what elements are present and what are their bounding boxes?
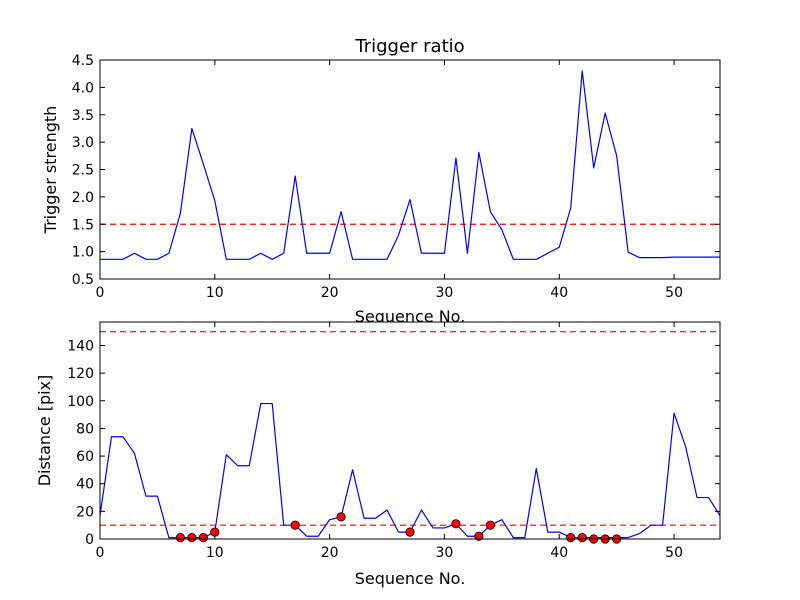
series-line [100, 70, 720, 260]
x-tick-label: 50 [665, 285, 683, 301]
x-tick-label: 30 [436, 285, 454, 301]
y-tick-label: 100 [67, 394, 94, 410]
y-axis-label: Trigger strength [41, 106, 60, 235]
x-axis-label: Sequence No. [355, 569, 466, 588]
data-point [336, 512, 346, 522]
y-tick-label: 2.5 [72, 163, 94, 179]
y-tick-label: 1.5 [72, 217, 94, 233]
x-tick-label: 20 [321, 545, 339, 561]
y-tick-label: 0.5 [72, 272, 94, 288]
distance-chart: 0 10 20 30 40 50 0 20 40 60 80 100 120 140 Sequence No… [35, 321, 721, 588]
y-tick-label: 60 [76, 449, 94, 465]
y-tick-label: 4.5 [72, 53, 94, 69]
y-tick-label: 3.0 [72, 135, 94, 151]
data-point [187, 533, 197, 543]
data-layer [100, 70, 720, 260]
data-point [566, 533, 576, 543]
plot-area [100, 322, 720, 539]
data-point [485, 520, 495, 530]
x-tick-label: 40 [550, 545, 568, 561]
x-tick-label: 10 [206, 285, 224, 301]
x-tick-label: 20 [321, 285, 339, 301]
data-point [451, 519, 461, 529]
chart-title: Trigger ratio [354, 36, 464, 57]
y-tick-label: 40 [76, 477, 94, 493]
data-point [474, 531, 484, 541]
data-point [198, 533, 208, 543]
y-axis-label: Distance [pix] [35, 375, 54, 487]
data-point [175, 533, 185, 543]
x-tick-label: 40 [550, 285, 568, 301]
trigger-ratio-chart: 0 10 20 30 40 50 0.5 1.0 1.5 2.0 2.5 3.0 3.5 4.0 4.5 Tr… [41, 36, 721, 326]
x-tick-label: 0 [96, 545, 105, 561]
x-tick-label: 50 [665, 545, 683, 561]
y-tick-label: 2.0 [72, 190, 94, 206]
y-tick-label: 0 [85, 532, 94, 548]
data-point [290, 520, 300, 530]
plot-frame [99, 321, 721, 540]
plot-area [100, 60, 720, 279]
data-point [577, 533, 587, 543]
y-tick-label: 120 [67, 366, 94, 382]
y-tick-label: 1.0 [72, 245, 94, 261]
y-tick-label: 3.5 [72, 108, 94, 124]
y-tick-label: 4.0 [72, 80, 94, 96]
data-point [405, 527, 415, 537]
x-tick-label: 10 [206, 545, 224, 561]
x-axis-label: Sequence No. [355, 307, 466, 326]
x-tick-label: 30 [436, 545, 454, 561]
y-tick-label: 20 [76, 504, 94, 520]
x-tick-label: 0 [96, 285, 105, 301]
y-tick-label: 140 [67, 338, 94, 354]
y-tick-label: 80 [76, 421, 94, 437]
